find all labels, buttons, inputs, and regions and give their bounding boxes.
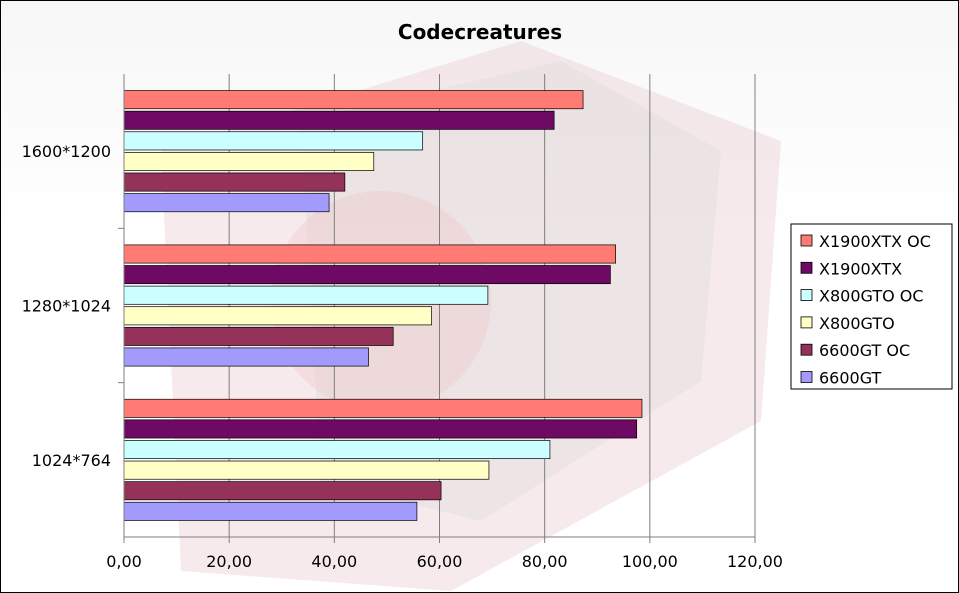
legend: X1900XTX OC X1900XTX X800GTO OC X800GTO 6600… xyxy=(790,223,953,390)
bar xyxy=(123,285,489,305)
bar xyxy=(123,440,551,459)
bar xyxy=(123,306,432,326)
legend-swatch xyxy=(800,343,813,356)
legend-swatch xyxy=(800,261,813,274)
bar xyxy=(123,172,346,192)
legend-box xyxy=(790,223,953,390)
bar xyxy=(123,152,375,171)
bar xyxy=(123,460,490,480)
bars xyxy=(123,90,643,521)
legend-swatch xyxy=(800,234,813,247)
bar xyxy=(123,326,394,346)
bar xyxy=(123,110,555,130)
y-tick-label: 1600*1200 xyxy=(22,142,111,161)
x-tick-label: 120,00 xyxy=(727,552,783,571)
bar xyxy=(123,265,611,285)
bar xyxy=(123,419,638,439)
bar xyxy=(123,90,584,110)
axes: 0,00 20,00 40,00 60,00 80,00 100,00 120,00 1600… xyxy=(22,74,783,571)
legend-label: X800GTO OC xyxy=(819,287,924,306)
x-tick-label: 80,00 xyxy=(522,552,568,571)
x-tick-label: 60,00 xyxy=(417,552,463,571)
bar xyxy=(123,347,369,367)
legend-swatch xyxy=(800,289,813,302)
x-tick-label: 0,00 xyxy=(106,552,142,571)
gridlines xyxy=(228,74,756,537)
y-tick-label: 1280*1024 xyxy=(22,297,111,316)
bar xyxy=(123,501,418,521)
legend-swatch xyxy=(800,316,813,329)
y-tick-label: 1024*764 xyxy=(32,451,111,470)
legend-label: X1900XTX xyxy=(819,259,902,278)
bar xyxy=(123,131,424,151)
legend-label: X1900XTX OC xyxy=(819,232,931,251)
bar xyxy=(123,193,330,213)
x-tick-label: 40,00 xyxy=(311,552,357,571)
legend-label: X800GTO xyxy=(819,314,895,333)
x-tick-label: 20,00 xyxy=(206,552,252,571)
bar xyxy=(123,398,643,418)
chart-title: Codecreatures xyxy=(398,20,562,44)
bar xyxy=(123,244,617,264)
bar xyxy=(123,481,442,501)
legend-label: 6600GT xyxy=(819,369,882,388)
legend-label: 6600GT OC xyxy=(819,341,910,360)
x-tick-label: 100,00 xyxy=(622,552,678,571)
legend-swatch xyxy=(800,371,813,383)
